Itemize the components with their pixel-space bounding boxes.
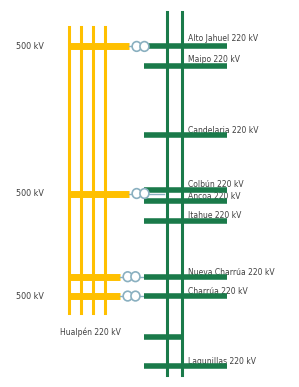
Ellipse shape	[123, 272, 132, 282]
Ellipse shape	[140, 188, 149, 198]
Text: Candelaria 220 kV: Candelaria 220 kV	[188, 126, 259, 135]
Text: Charrúa 220 kV: Charrúa 220 kV	[188, 287, 248, 296]
Ellipse shape	[131, 291, 140, 301]
Ellipse shape	[132, 188, 141, 198]
Ellipse shape	[123, 291, 132, 301]
Text: 500 kV: 500 kV	[16, 291, 44, 301]
Text: 500 kV: 500 kV	[16, 189, 44, 198]
Text: Maipo 220 kV: Maipo 220 kV	[188, 55, 240, 65]
Text: Colbún 220 kV: Colbún 220 kV	[188, 180, 244, 190]
Text: Alto Jahuel 220 kV: Alto Jahuel 220 kV	[188, 34, 259, 43]
Text: Lagunillas 220 kV: Lagunillas 220 kV	[188, 356, 256, 366]
Text: 500 kV: 500 kV	[16, 42, 44, 51]
Ellipse shape	[132, 41, 141, 51]
Ellipse shape	[131, 272, 140, 282]
Text: Ancoa 220 kV: Ancoa 220 kV	[188, 192, 241, 201]
Text: Itahue 220 kV: Itahue 220 kV	[188, 211, 242, 221]
Text: Hualpén 220 kV: Hualpén 220 kV	[60, 327, 121, 337]
Text: Nueva Charrúa 220 kV: Nueva Charrúa 220 kV	[188, 267, 275, 277]
Ellipse shape	[140, 41, 149, 51]
